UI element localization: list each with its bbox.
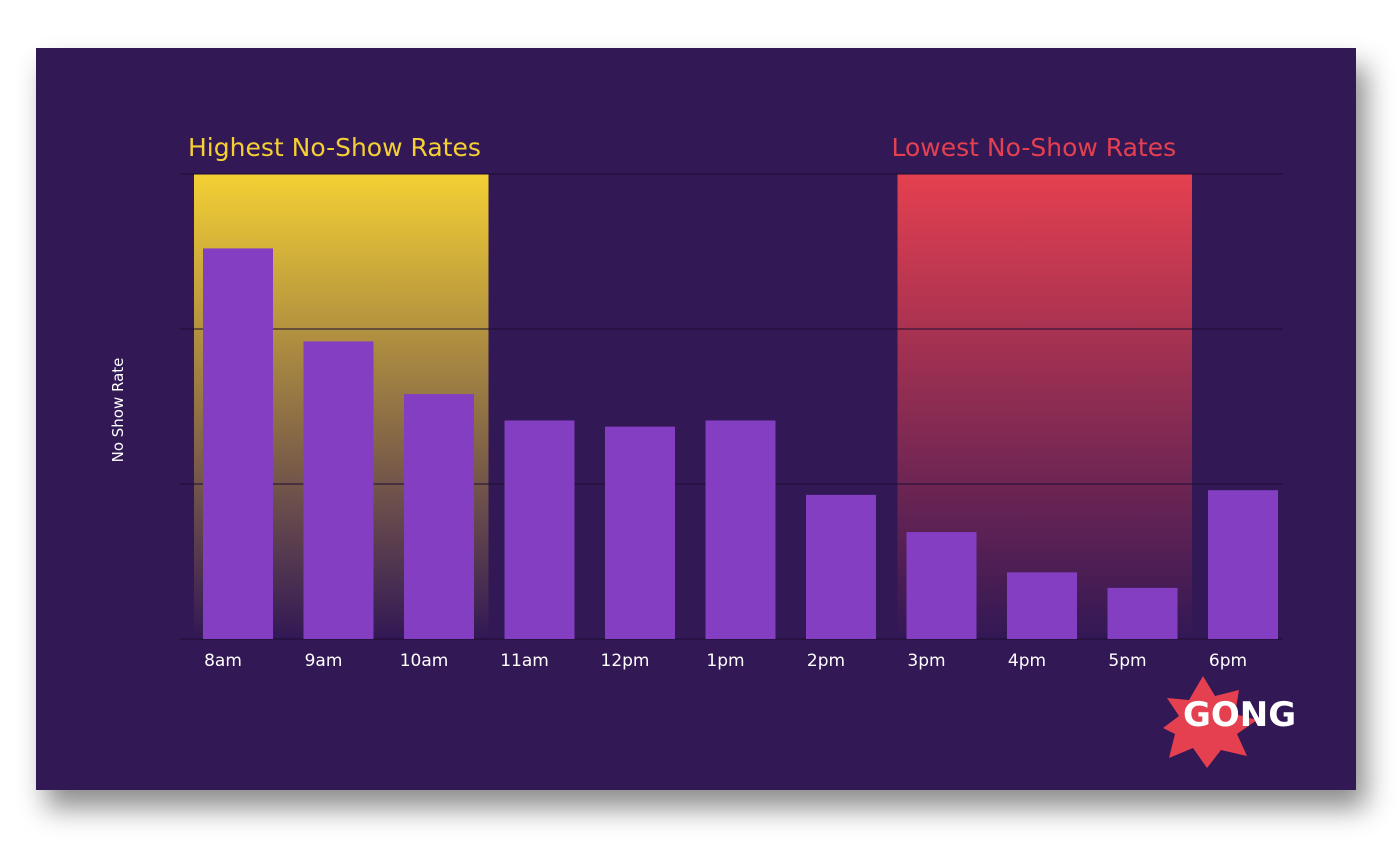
highlight-label-lowest: Lowest No-Show Rates — [892, 133, 1177, 162]
x-tick-label-2pm: 2pm — [807, 651, 845, 671]
bar-4pm — [1007, 572, 1077, 639]
y-axis-label: No Show Rate — [109, 358, 127, 463]
x-tick-label-3pm: 3pm — [907, 651, 945, 671]
bars — [203, 248, 1278, 639]
x-tick-label-6pm: 6pm — [1209, 651, 1247, 671]
x-tick-label-5pm: 5pm — [1108, 651, 1146, 671]
x-tick-label-10am: 10am — [400, 651, 449, 671]
bar-10am — [404, 394, 474, 639]
logo-text: GONG — [1183, 695, 1296, 735]
highlight-label-highest: Highest No-Show Rates — [188, 133, 481, 162]
gong-logo: GONG — [1163, 676, 1296, 768]
bar-6pm — [1208, 490, 1278, 639]
x-axis-tick-labels: 8am 9am 10am 11am 12pm 1pm 2pm 3pm 4pm 5pm 6pm — [204, 651, 1247, 671]
bar-3pm — [906, 532, 977, 639]
x-tick-label-4pm: 4pm — [1008, 651, 1046, 671]
bar-11am — [504, 420, 575, 639]
bar-1pm — [705, 420, 776, 639]
x-tick-label-8am: 8am — [204, 651, 242, 671]
x-tick-label-9am: 9am — [305, 651, 343, 671]
bar-5pm — [1107, 587, 1178, 639]
x-tick-label-1pm: 1pm — [706, 651, 744, 671]
bar-12pm — [605, 426, 675, 639]
bar-8am — [203, 248, 273, 639]
logo-burst-shape — [1163, 676, 1257, 768]
bar-9am — [303, 341, 374, 639]
bar-2pm — [806, 494, 876, 639]
x-tick-label-12pm: 12pm — [601, 651, 650, 671]
x-tick-label-11am: 11am — [500, 651, 549, 671]
